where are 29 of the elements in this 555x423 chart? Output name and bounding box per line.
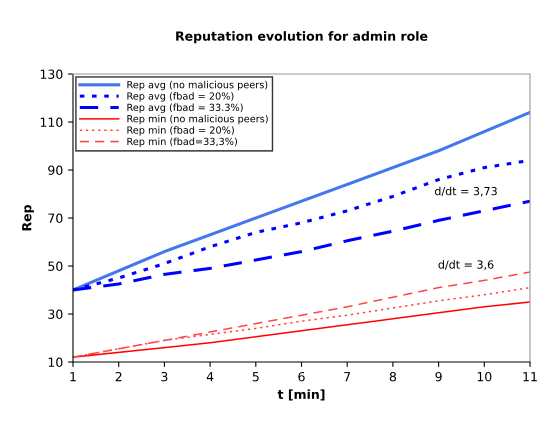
x-tick-label: 9 bbox=[435, 372, 442, 382]
x-tick-label: 1 bbox=[70, 372, 76, 382]
y-tick-label: 130 bbox=[40, 69, 62, 79]
y-tick-label: 10 bbox=[48, 357, 62, 367]
x-tick-label: 10 bbox=[478, 372, 492, 382]
x-tick-label: 3 bbox=[161, 372, 168, 382]
y-tick-label: 90 bbox=[48, 165, 62, 175]
chart-title: Reputation evolution for admin role bbox=[176, 31, 428, 44]
legend-label: Rep min (no malicious peers) bbox=[127, 114, 268, 124]
x-tick-label: 4 bbox=[206, 372, 214, 382]
x-axis-title: t [min] bbox=[278, 389, 324, 401]
x-tick-label: 8 bbox=[390, 372, 396, 382]
x-tick-label: 6 bbox=[298, 372, 305, 382]
x-tick-label: 5 bbox=[252, 372, 259, 382]
annotation: d/dt = 3,73 bbox=[434, 186, 497, 196]
y-axis-title: Rep bbox=[22, 205, 34, 230]
legend-label: Rep avg (fbad = 33.3%) bbox=[127, 104, 243, 113]
y-tick-label: 110 bbox=[40, 117, 62, 127]
legend-label: Rep avg (fbad = 20%) bbox=[127, 92, 234, 102]
legend-label: Rep min (fbad=33,3%) bbox=[127, 138, 237, 147]
annotation: d/dt = 3,6 bbox=[438, 260, 494, 270]
y-tick-label: 50 bbox=[48, 261, 62, 271]
legend-label: Rep min (fbad = 20%) bbox=[127, 126, 234, 136]
y-tick-label: 70 bbox=[48, 213, 62, 223]
y-tick-label: 30 bbox=[48, 309, 62, 319]
legend-label: Rep avg (no malicious peers) bbox=[127, 80, 268, 90]
x-tick-label: 2 bbox=[116, 372, 122, 382]
x-tick-label: 7 bbox=[344, 372, 350, 382]
x-tick-label: 11 bbox=[523, 372, 537, 382]
